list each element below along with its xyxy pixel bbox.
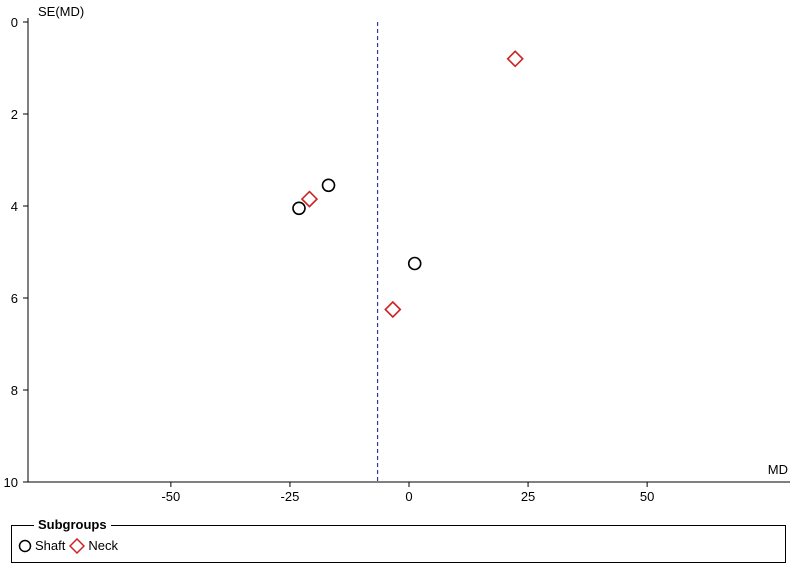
diamond-marker-icon [69,538,86,554]
x-tick-label: 0 [405,489,412,504]
y-axis-label: SE(MD) [38,4,84,19]
y-tick-label: 0 [11,15,18,30]
x-axis-label: MD [768,462,788,477]
legend-label-neck: Neck [88,538,118,553]
legend: Subgroups Shaft Neck [11,517,786,563]
x-tick-label: 25 [521,489,535,504]
data-point-shaft [321,178,336,193]
axes: 0 2 4 6 8 10 -50 -25 0 25 50 SE(MD) MD [4,4,790,504]
y-tick-label: 8 [11,383,18,398]
data-point-shaft [407,256,422,271]
data-point-shaft [292,201,306,216]
data-points [292,50,524,319]
legend-item-neck: Neck [69,538,118,554]
y-tick-label: 10 [4,475,18,490]
data-point-neck [384,300,402,319]
legend-item-shaft: Shaft [18,538,65,554]
data-point-neck [300,190,319,208]
x-tick-label: 50 [640,489,654,504]
y-tick-label: 4 [11,199,18,214]
x-tick-label: -50 [161,489,180,504]
y-tick-label: 2 [11,107,18,122]
y-tick-label: 6 [11,291,18,306]
legend-label-shaft: Shaft [35,538,66,553]
circle-marker-icon [18,539,32,553]
legend-title: Subgroups [34,517,111,533]
funnel-plot: 0 2 4 6 8 10 -50 -25 0 25 50 SE(MD) MD [4,4,790,504]
x-tick-label: -25 [281,489,300,504]
data-point-neck [506,50,524,68]
